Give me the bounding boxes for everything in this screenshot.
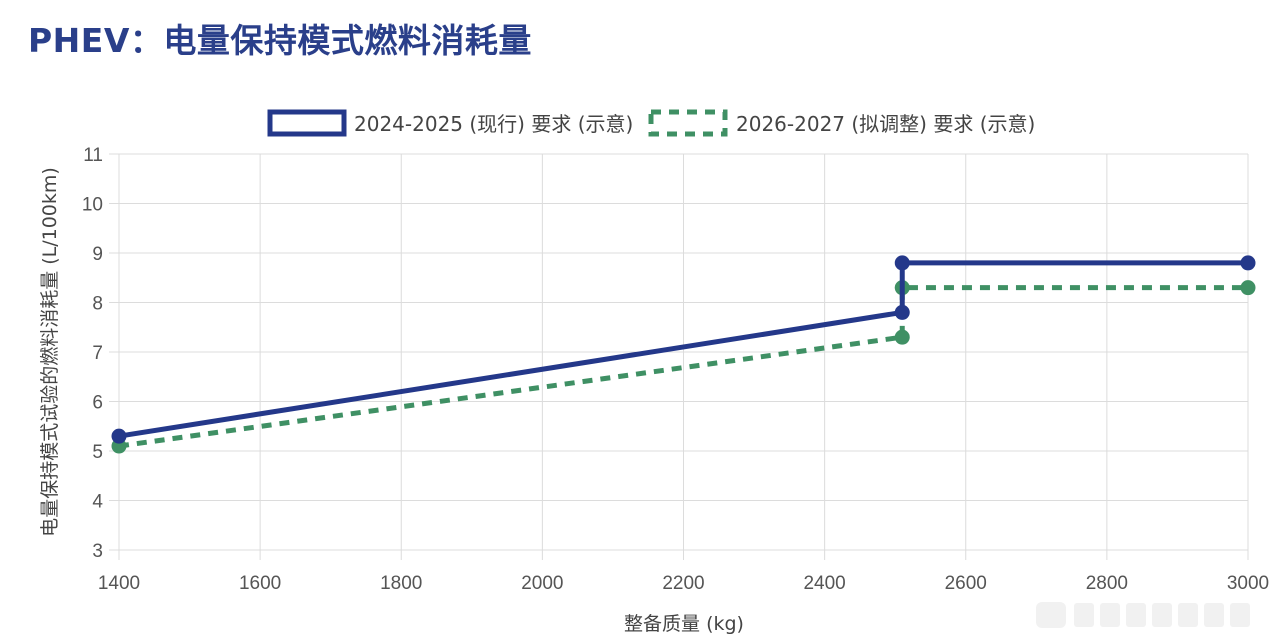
y-tick-labels: 3 4 5 6 7 8 9 10 11 — [82, 145, 104, 562]
x-tick-label: 1600 — [239, 573, 281, 594]
grid — [109, 153, 1249, 560]
y-tick-label: 10 — [82, 195, 103, 216]
legend-swatch — [648, 109, 728, 137]
x-tick-label: 3000 — [1227, 573, 1269, 594]
legend-label: 2026-2027 (拟调整) 要求 (示意) — [736, 112, 1035, 136]
x-tick-label: 2200 — [662, 573, 704, 594]
y-tick-label: 8 — [92, 294, 103, 315]
series-line — [118, 260, 1248, 439]
watermark-icon — [1036, 602, 1250, 628]
x-tick-label: 2400 — [803, 573, 845, 594]
x-tick-label: 2800 — [1086, 573, 1128, 594]
x-tick-label: 2000 — [521, 573, 563, 594]
x-tick-label: 1800 — [380, 573, 422, 594]
data-point[interactable] — [894, 329, 910, 345]
y-tick-label: 5 — [92, 442, 103, 463]
y-tick-label: 9 — [92, 244, 103, 265]
legend[interactable]: 2024-2025 (现行) 要求 (示意) 2026-2027 (拟调整) 要求… — [267, 109, 1035, 137]
data-point[interactable] — [894, 304, 910, 320]
data-point[interactable] — [111, 428, 127, 444]
data-point[interactable] — [1240, 280, 1256, 296]
y-tick-label: 7 — [92, 343, 103, 364]
legend-label: 2024-2025 (现行) 要求 (示意) — [354, 112, 633, 136]
legend-item-2[interactable]: 2026-2027 (拟调整) 要求 (示意) — [648, 109, 1035, 137]
legend-item-1[interactable]: 2024-2025 (现行) 要求 (示意) — [267, 109, 633, 137]
x-axis-title: 整备质量 (kg) — [624, 613, 744, 635]
data-point[interactable] — [1240, 255, 1256, 271]
y-tick-label: 11 — [83, 145, 103, 166]
y-tick-label: 4 — [92, 492, 103, 513]
y-tick-label: 3 — [92, 541, 103, 562]
y-tick-label: 6 — [92, 393, 103, 414]
series-1 — [111, 255, 1256, 444]
data-point[interactable] — [894, 255, 910, 271]
x-tick-labels: 1400 1600 1800 2000 2200 2400 2600 2800 3000 — [98, 573, 1269, 594]
series-layer — [111, 255, 1256, 454]
x-tick-label: 2600 — [945, 573, 987, 594]
y-axis-title: 电量保持模式试验的燃料消耗量 (L/100km) — [39, 167, 61, 537]
page-title: PHEV：电量保持模式燃料消耗量 — [28, 21, 532, 60]
x-tick-label: 1400 — [98, 573, 140, 594]
legend-swatch — [267, 109, 347, 137]
